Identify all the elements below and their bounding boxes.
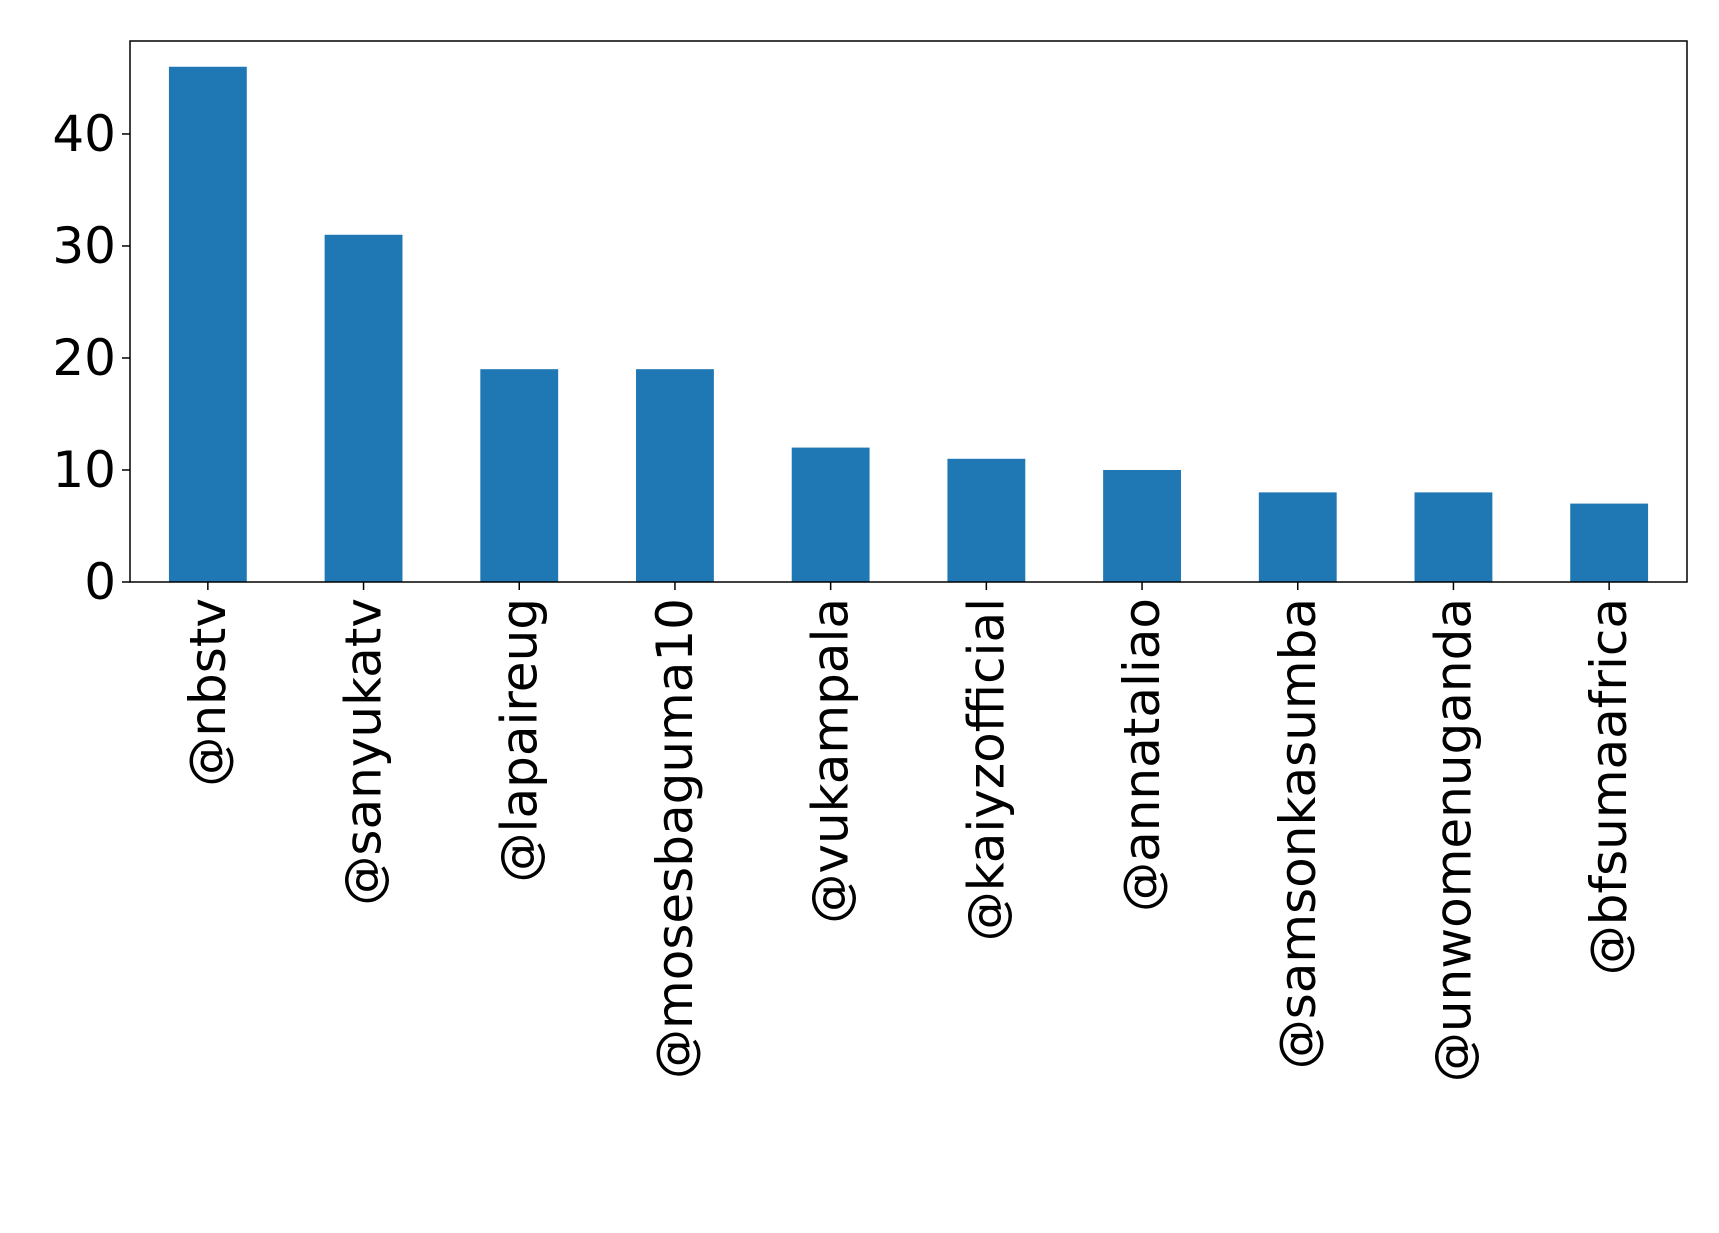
bar-mosesbaguma10 — [636, 369, 714, 582]
bar-vukampala — [791, 447, 870, 582]
x-tick-label: @samsonkasumba — [1269, 598, 1327, 1069]
x-tick-label: @unwomenuganda — [1424, 598, 1482, 1082]
x-tick-label: @lapaireug — [490, 598, 548, 882]
bar-sanyukatv — [324, 234, 403, 582]
y-tick-label: 10 — [52, 441, 116, 499]
bars-group — [168, 66, 1649, 582]
bar-unwomenuganda — [1414, 492, 1493, 582]
bar-nbstv — [168, 66, 247, 582]
plot-frame — [129, 40, 1688, 583]
x-tick-label: @vukampala — [802, 598, 860, 924]
x-tick-label: @annataliao — [1113, 598, 1171, 912]
y-tick-label: 0 — [84, 553, 116, 611]
y-tick-label: 40 — [52, 105, 116, 163]
x-tick-label: @sanyukatv — [335, 598, 393, 906]
bar-kaiyzofficial — [947, 458, 1026, 582]
bar-annataliao — [1103, 469, 1181, 582]
bar-lapaireug — [480, 369, 559, 582]
y-tick-label: 30 — [52, 217, 116, 275]
x-tick-label: @bfsumaafrica — [1580, 598, 1638, 975]
x-axis: @nbstv @sanyukatv @lapaireug @mosesbaguma10… — [179, 582, 1638, 1082]
y-tick-label: 20 — [52, 329, 116, 387]
x-tick-label: @nbstv — [179, 598, 237, 787]
bar-samsonkasumba — [1258, 492, 1337, 582]
x-tick-label: @kaiyzofficial — [957, 598, 1015, 941]
y-axis: 0 10 20 30 40 — [52, 105, 130, 611]
bar-bfsumaafrica — [1570, 503, 1649, 582]
x-tick-label: @mosesbaguma10 — [646, 598, 704, 1079]
